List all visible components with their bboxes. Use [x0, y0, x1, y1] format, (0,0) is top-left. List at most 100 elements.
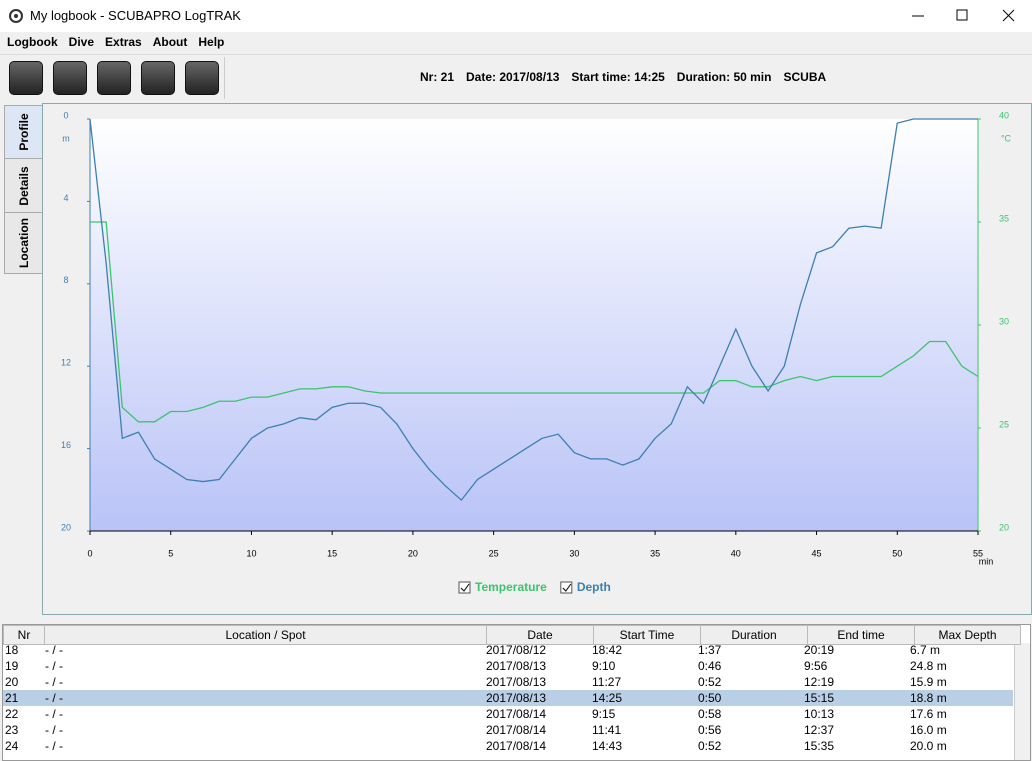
legend-label: Temperature	[475, 580, 547, 594]
delete-button[interactable]	[185, 61, 219, 95]
table-cell: - / -	[45, 723, 63, 737]
column-header[interactable]: Date	[486, 625, 594, 645]
table-cell: 19	[5, 659, 19, 673]
menu-item[interactable]: Help	[198, 35, 225, 49]
y-tick-label: 20	[61, 522, 71, 532]
table-cell: 6.7 m	[910, 643, 941, 657]
table-cell: 2017/08/12	[486, 643, 547, 657]
table-header: Nr Location / Spot Date Start Time Duration E…	[3, 625, 1021, 645]
x-tick-label: 20	[408, 548, 418, 558]
tab-label: Details	[16, 165, 31, 206]
table-cell: 17.6 m	[910, 707, 947, 721]
x-tick-label: 15	[327, 548, 337, 558]
table-cell: - / -	[43, 690, 484, 706]
tools-button[interactable]	[97, 61, 131, 95]
table-cell: 18	[5, 643, 19, 657]
title-bar: My logbook - SCUBAPRO LogTRAK	[0, 0, 1032, 32]
x-tick-label: 55	[973, 548, 983, 558]
table-row[interactable]: 18 - / - 2017/08/12 18:42 1:37 20:19 6.7 m	[3, 642, 1013, 658]
table-cell: 23	[5, 723, 19, 737]
table-cell: 15.9 m	[910, 675, 947, 689]
table-cell: - / -	[45, 675, 63, 689]
info-field: Start time: 14:25	[571, 70, 665, 84]
table-cell: 20.0 m	[910, 739, 947, 753]
y2-tick-label: 35	[999, 213, 1009, 223]
x-tick-label: 25	[489, 548, 499, 558]
table-body: 18 - / - 2017/08/12 18:42 1:37 20:19 6.7 m 19 - …	[3, 642, 1013, 754]
table-row[interactable]: 20 - / - 2017/08/13 11:27 0:52 12:19 15.9 m	[3, 674, 1013, 690]
table-cell: 2017/08/13	[486, 659, 547, 673]
table-cell: 12:19	[804, 675, 835, 689]
column-header[interactable]: Max Depth	[914, 625, 1021, 645]
download-button[interactable]	[9, 61, 43, 95]
table-cell: 2017/08/14	[486, 723, 547, 737]
x-tick-label: 10	[246, 548, 256, 558]
column-header[interactable]: Start Time	[593, 625, 701, 645]
chart: 0 4 8 12 16 20 20 25 30 35 40 0 5 10 15 20 25 30 35 40 45 50 5…	[61, 110, 1012, 594]
table-cell: 0:46	[698, 659, 722, 673]
table-cell: 18.8 m	[908, 690, 1013, 706]
table-cell: 2017/08/13	[486, 675, 547, 689]
settings-button[interactable]	[53, 61, 87, 95]
side-tab[interactable]: Profile	[4, 105, 43, 159]
dive-info: Nr: 21 Date: 2017/08/13 Start time: 14:25 D…	[420, 70, 838, 84]
x-tick-label: 50	[892, 548, 902, 558]
table-cell: 15:15	[802, 690, 908, 706]
x-tick-label: 35	[650, 548, 660, 558]
table-cell: - / -	[45, 739, 63, 753]
table-cell: 12:37	[804, 723, 835, 737]
column-header[interactable]: Nr	[3, 625, 45, 645]
table-cell: 11:27	[592, 675, 622, 689]
table-row[interactable]: 19 - / - 2017/08/13 9:10 0:46 9:56 24.8 m	[3, 658, 1013, 674]
table-cell: 22	[5, 707, 19, 721]
table-cell: 10:13	[804, 707, 835, 721]
table-row[interactable]: 23 - / - 2017/08/14 11:41 0:56 12:37 16.0 m	[3, 722, 1013, 738]
column-header[interactable]: Duration	[700, 625, 808, 645]
window-controls[interactable]	[900, 0, 1032, 32]
table-row[interactable]: 24 - / - 2017/08/14 14:43 0:52 15:35 20.0 m	[3, 738, 1013, 754]
table-cell: 0:52	[698, 675, 722, 689]
table-cell: 9:15	[592, 707, 616, 721]
menu-item[interactable]: About	[152, 35, 188, 49]
x-tick-label: 45	[812, 548, 822, 558]
statistics-button[interactable]	[141, 61, 175, 95]
y-tick-label: 8	[63, 275, 68, 285]
scrollbar[interactable]	[1014, 643, 1030, 760]
menu-item[interactable]: Dive	[68, 35, 95, 49]
column-header[interactable]: Location / Spot	[44, 625, 487, 645]
table-cell: 20	[5, 675, 19, 689]
y2-axis-unit: °C	[1001, 133, 1012, 143]
table-cell: 9:10	[592, 659, 616, 673]
plot-background	[90, 119, 978, 531]
legend-checkbox[interactable]	[458, 581, 471, 594]
table-cell: 11:41	[592, 723, 622, 737]
table-cell: 2017/08/13	[484, 690, 590, 706]
side-tab[interactable]: Details	[4, 158, 43, 213]
column-header[interactable]: End time	[807, 625, 915, 645]
table-cell: 18:42	[592, 643, 623, 657]
info-field: SCUBA	[783, 70, 827, 84]
menu-item[interactable]: Logbook	[7, 35, 58, 49]
menu-bar: Logbook Dive Extras About Help	[0, 32, 1032, 52]
dive-table: Nr Location / Spot Date Start Time Duration E…	[2, 624, 1031, 761]
info-field: Duration: 50 min	[676, 70, 772, 84]
table-cell: 0:58	[698, 707, 722, 721]
x-tick-label: 40	[731, 548, 741, 558]
table-row[interactable]: 22 - / - 2017/08/14 9:15 0:58 10:13 17.6 m	[3, 706, 1013, 722]
table-cell: 14:25	[590, 690, 696, 706]
tab-label: Location	[16, 218, 31, 268]
side-tab[interactable]: Location	[4, 212, 43, 274]
table-cell: 2017/08/14	[486, 739, 547, 753]
y-tick-label: 4	[63, 193, 68, 203]
app-icon	[9, 9, 23, 23]
window-title: My logbook - SCUBAPRO LogTRAK	[30, 8, 241, 23]
legend-checkbox[interactable]	[560, 581, 573, 594]
table-cell: 15:35	[804, 739, 835, 753]
menu-item[interactable]: Extras	[105, 35, 142, 49]
toolbar	[0, 54, 1032, 102]
table-row[interactable]: 21- / -2017/08/13 14:25 0:50 15:15 18.8 m	[3, 690, 1013, 706]
table-cell: 21	[3, 690, 43, 706]
table-cell: 9:56	[804, 659, 828, 673]
table-cell: 0:50	[696, 690, 802, 706]
x-tick-label: 30	[569, 548, 579, 558]
